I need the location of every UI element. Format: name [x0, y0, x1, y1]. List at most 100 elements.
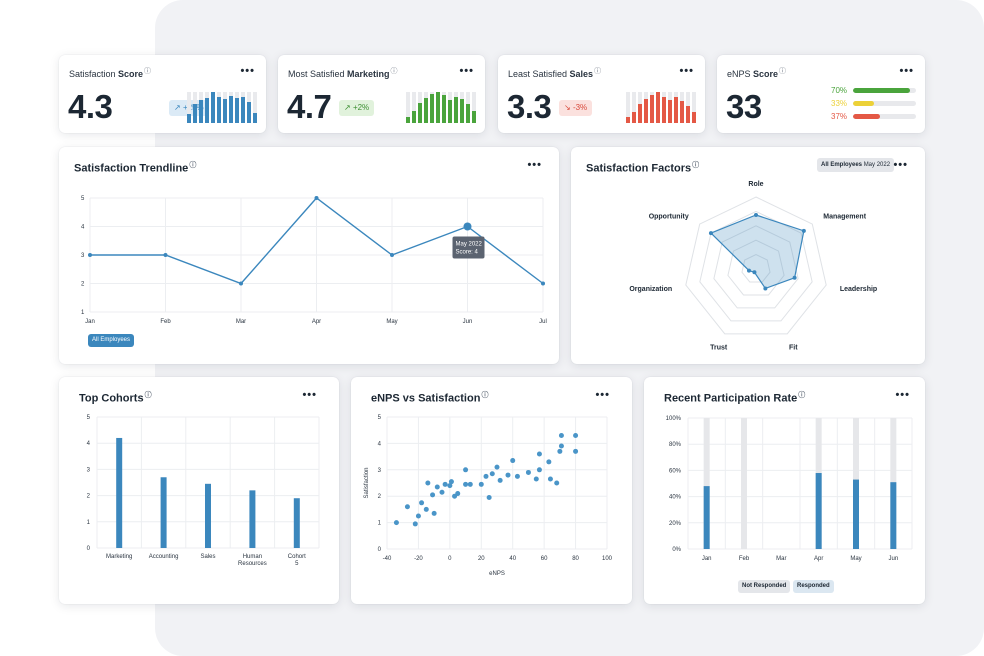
y-tick-label: 0 — [378, 547, 382, 553]
cohorts-title: Top Cohortsⓘ — [79, 392, 152, 405]
sparkline-bar — [228, 92, 234, 123]
sparkline-bar-fill — [631, 112, 637, 123]
sparkline-bar — [216, 92, 222, 123]
bar — [249, 490, 256, 548]
sparkline-bar — [626, 92, 631, 123]
x-tick-label: 20 — [478, 556, 485, 562]
x-tick-label: 40 — [509, 556, 516, 562]
x-tick-label: Apr — [814, 556, 823, 562]
sparkline-bar-fill — [187, 113, 192, 123]
sparkline-bar-fill — [447, 99, 453, 123]
filter-pill-employees-date[interactable]: All Employees May 2022 — [817, 158, 895, 172]
scatter-point — [558, 432, 564, 438]
kpi-value: 4.3 — [68, 88, 113, 125]
sparkline-bar — [685, 92, 691, 123]
trend-down-icon: ↘ — [564, 103, 571, 112]
sparkline-bar — [459, 92, 465, 123]
sparkline-bar-fill — [216, 96, 222, 123]
kpi-card: Most Satisfied Marketingⓘ ••• 4.7 ↗ +2% — [278, 55, 485, 133]
more-options-button[interactable]: ••• — [302, 389, 317, 401]
tooltip-date: May 2022 — [456, 242, 483, 248]
more-options-button[interactable]: ••• — [240, 65, 255, 77]
info-icon[interactable]: ⓘ — [189, 162, 197, 169]
scatter-point — [434, 484, 440, 490]
scatter-point — [478, 481, 484, 487]
y-tick-label: 80% — [669, 442, 682, 448]
x-tick-label: Marketing — [106, 554, 132, 560]
sparkline-bar — [441, 92, 447, 123]
info-icon[interactable]: ⓘ — [144, 68, 152, 75]
scatter-point — [455, 491, 461, 497]
sparkline-bar-fill — [471, 111, 477, 123]
scatter-point — [558, 443, 564, 449]
more-options-button[interactable]: ••• — [459, 65, 474, 77]
info-icon[interactable]: ⓘ — [779, 68, 787, 75]
bar-not-responded — [703, 418, 710, 549]
scatter-point — [514, 473, 520, 479]
legend-responded[interactable]: Responded — [793, 580, 834, 593]
more-options-button[interactable]: ••• — [893, 159, 908, 171]
y-tick-label: 3 — [378, 468, 382, 474]
scatter-point — [447, 483, 453, 489]
sparkline-bar-fill — [673, 97, 679, 123]
legend-not-responded[interactable]: Not Responded — [738, 580, 791, 593]
more-options-button[interactable]: ••• — [595, 389, 610, 401]
x-tick-label: 100 — [602, 556, 613, 562]
bar — [116, 437, 123, 548]
info-icon[interactable]: ⓘ — [594, 68, 602, 75]
radar-point — [708, 231, 713, 236]
data-point — [390, 253, 394, 257]
scatter-point — [497, 477, 503, 483]
radar-axis-label: Management — [823, 213, 866, 220]
scatter-point — [505, 472, 511, 478]
sparkline-bar-fill — [441, 95, 447, 123]
scatter-card: eNPS vs Satisfactionⓘ ••• 0 1 2 3 4 5 -40 -20 0 2… — [351, 377, 632, 604]
kpi-label: Least Satisfied Salesⓘ — [508, 68, 602, 79]
sparkline-bar — [406, 92, 411, 123]
filter-pill-all-employees[interactable]: All Employees — [88, 334, 135, 347]
sparkline-bar — [187, 92, 192, 123]
sparkline-bar — [643, 92, 649, 123]
bar-responded — [815, 473, 822, 549]
sparkline-bar — [246, 92, 252, 123]
trendline-title: Satisfaction Trendlineⓘ — [74, 162, 197, 175]
kpi-value: 33 — [726, 88, 762, 125]
more-options-button[interactable]: ••• — [679, 65, 694, 77]
y-tick-label: 2 — [378, 494, 382, 500]
sparkline-bar-fill — [435, 92, 441, 123]
sparkline-bar — [198, 92, 204, 123]
info-icon[interactable]: ⓘ — [481, 392, 489, 399]
sparkline-bar-fill — [626, 116, 631, 123]
scatter-point — [425, 480, 431, 486]
info-icon[interactable]: ⓘ — [390, 68, 398, 75]
bar-responded — [853, 479, 859, 549]
tooltip-score: Score: 4 — [456, 250, 479, 256]
enps-row-fill — [853, 114, 881, 119]
x-tick-label: Feb — [739, 556, 750, 562]
sparkline-bar-fill — [649, 95, 655, 123]
radar-point — [763, 286, 768, 291]
enps-row-fill — [853, 88, 910, 93]
kpi-card: eNPS Scoreⓘ ••• 33 70% 33% 37% — [717, 55, 925, 133]
info-icon[interactable]: ⓘ — [692, 162, 700, 169]
more-options-button[interactable]: ••• — [899, 65, 914, 77]
y-tick-label: 3 — [87, 467, 91, 473]
x-axis-label: eNPS — [489, 571, 505, 577]
more-options-button[interactable]: ••• — [527, 159, 542, 171]
y-tick-label: 40% — [669, 495, 682, 501]
enps-breakdown-row: 33% — [831, 99, 916, 108]
info-icon[interactable]: ⓘ — [144, 392, 152, 399]
info-icon[interactable]: ⓘ — [798, 392, 806, 399]
x-tick-label: 0 — [448, 556, 452, 562]
data-point — [239, 281, 243, 286]
enps-row-label: 37% — [831, 112, 848, 121]
sparkline-bar — [423, 92, 429, 123]
y-tick-label: 2 — [87, 494, 91, 500]
sparkline-bar — [679, 92, 685, 123]
scatter-point — [412, 521, 418, 527]
x-tick-label: Accounting — [149, 554, 179, 560]
y-tick-label: 20% — [669, 521, 682, 527]
more-options-button[interactable]: ••• — [895, 389, 910, 401]
radar-axis-label: Fit — [789, 344, 798, 351]
participation-title: Recent Participation Rateⓘ — [664, 392, 806, 405]
